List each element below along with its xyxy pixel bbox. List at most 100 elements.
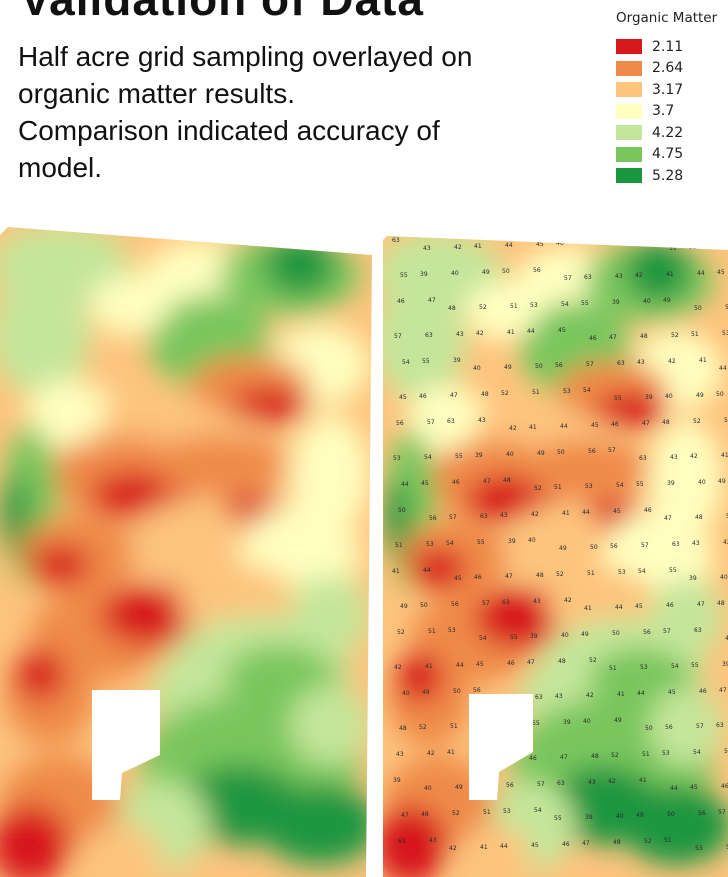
sample-point-label: 47 (527, 659, 535, 666)
sample-point-label: 39 (689, 575, 697, 582)
description-line: Half acre grid sampling overlayed on (18, 41, 473, 72)
legend-swatch (616, 146, 642, 162)
sample-point-label: 63 (535, 694, 543, 701)
sample-point-label: 50 (667, 811, 675, 818)
om-zone (80, 825, 160, 877)
sample-point-label: 43 (588, 779, 596, 786)
sample-point-label: 54 (424, 454, 432, 461)
sample-point-label: 41 (666, 271, 674, 278)
field-exclusion-area (469, 694, 533, 800)
sample-point-label: 63 (392, 237, 400, 244)
sample-point-label: 54 (561, 301, 569, 308)
sample-point-label: 47 (560, 754, 568, 761)
description-line: organic matter results. (18, 78, 295, 109)
sample-point-label: 48 (717, 600, 725, 607)
legend-label: 4.75 (652, 146, 684, 163)
sample-point-label: 49 (455, 784, 463, 791)
sample-point-label: 41 (425, 663, 433, 670)
sample-point-label: 53 (695, 845, 703, 852)
sample-point-label: 39 (475, 452, 483, 459)
sample-point-label: 42 (564, 597, 572, 604)
sample-point-label: 46 (699, 688, 707, 695)
sample-point-label: 41 (721, 452, 728, 459)
sample-point-label: 39 (508, 538, 516, 545)
sample-point-label: 46 (529, 755, 537, 762)
sample-point-label: 56 (396, 420, 404, 427)
om-zone (383, 281, 466, 401)
sample-point-label: 53 (722, 330, 728, 337)
sample-point-label: 48 (662, 419, 670, 426)
sample-point-label: 51 (691, 331, 699, 338)
legend-swatch (616, 39, 642, 55)
sample-point-label: 57 (696, 723, 704, 730)
sample-point-label: 54 (583, 387, 591, 394)
sample-point-label: 47 (642, 420, 650, 427)
sample-point-label: 45 (558, 327, 566, 334)
sample-point-label: 56 (643, 629, 651, 636)
sample-point-label: 51 (428, 628, 436, 635)
om-zone (265, 235, 335, 295)
sample-point-label: 55 (669, 567, 677, 574)
sample-point-label: 45 (536, 241, 544, 248)
sample-point-label: 40 (528, 537, 536, 544)
sample-point-label: 49 (482, 269, 490, 276)
sample-point-label: 42 (449, 845, 457, 852)
sample-point-label: 46 (419, 393, 427, 400)
sample-point-label: 51 (532, 389, 540, 396)
sample-point-label: 57 (449, 514, 457, 521)
om-zone (1, 475, 29, 555)
sample-point-label: 40 (561, 632, 569, 639)
sample-point-label: 41 (447, 749, 455, 756)
sample-point-label: 52 (452, 810, 460, 817)
sample-point-label: 48 (618, 238, 626, 245)
sample-point-label: 49 (696, 392, 704, 399)
om-zone (396, 652, 443, 702)
sample-point-label: 45 (717, 269, 725, 276)
sample-point-label: 52 (589, 657, 597, 664)
sample-point-label: 47 (664, 515, 672, 522)
sample-point-label: 55 (614, 395, 622, 402)
sample-point-label: 54 (638, 568, 646, 575)
sample-point-label: 42 (586, 692, 594, 699)
sample-point-label: 42 (531, 511, 539, 518)
sample-point-label: 41 (562, 510, 570, 517)
sample-point-label: 57 (586, 361, 594, 368)
sample-point-label: 50 (420, 602, 428, 609)
sample-point-label: 47 (582, 840, 590, 847)
legend-label: 2.11 (652, 38, 684, 55)
sample-point-label: 40 (583, 718, 591, 725)
sample-point-label: 51 (642, 751, 650, 758)
sample-point-label: 39 (393, 777, 401, 784)
sample-point-label: 56 (555, 362, 563, 369)
sample-point-label: 43 (725, 635, 728, 642)
sample-point-label: 47 (609, 334, 617, 341)
sample-point-label: 39 (530, 633, 538, 640)
om-zone (594, 392, 668, 428)
sample-point-label: 44 (505, 242, 513, 249)
sample-point-label: 50 (612, 630, 620, 637)
sample-point-label: 56 (725, 304, 728, 311)
sample-point-label: 51 (664, 837, 672, 844)
sample-point-label: 63 (617, 360, 625, 367)
sample-point-label: 47 (483, 478, 491, 485)
sample-point-label: 45 (690, 784, 698, 791)
sample-point-label: 48 (536, 572, 544, 579)
sample-point-label: 52 (726, 513, 728, 520)
sample-point-label: 54 (616, 482, 624, 489)
sample-point-label: 50 (716, 391, 724, 398)
sample-point-label: 55 (554, 815, 562, 822)
sample-point-label: 55 (455, 453, 463, 460)
legend-title: Organic Matter (616, 10, 718, 26)
sample-point-label: 54 (671, 663, 679, 670)
sample-point-label: 53 (640, 664, 648, 671)
sample-point-label: 44 (582, 509, 590, 516)
sample-point-label: 55 (691, 662, 699, 669)
legend-item: 4.22 (616, 122, 726, 144)
sample-point-label: 49 (636, 812, 644, 819)
sample-point-label: 48 (640, 333, 648, 340)
organic-matter-map (0, 225, 376, 877)
sample-point-label: 63 (425, 332, 433, 339)
sample-point-label: 41 (480, 844, 488, 851)
field-exclusion-area (92, 690, 160, 800)
sample-point-label: 56 (698, 810, 706, 817)
